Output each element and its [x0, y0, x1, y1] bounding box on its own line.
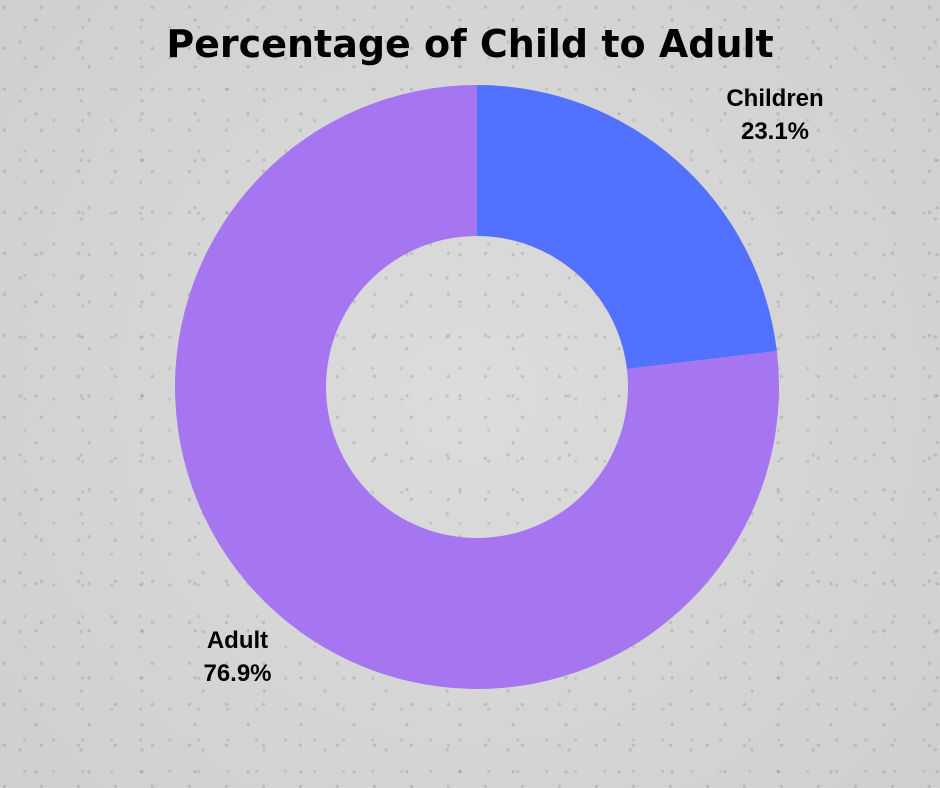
slice-children	[477, 85, 777, 370]
label-children-value: 23.1%	[740, 118, 810, 145]
label-children-name: Children	[726, 85, 824, 112]
chart-title: Percentage of Child to Adult	[166, 22, 774, 66]
label-adult-name: Adult	[206, 627, 269, 654]
label-adult-value: 76.9%	[203, 660, 272, 687]
label-adult: Adult 76.9%	[165, 624, 310, 690]
slice-adult	[175, 85, 779, 690]
label-children: Children 23.1%	[700, 82, 850, 148]
